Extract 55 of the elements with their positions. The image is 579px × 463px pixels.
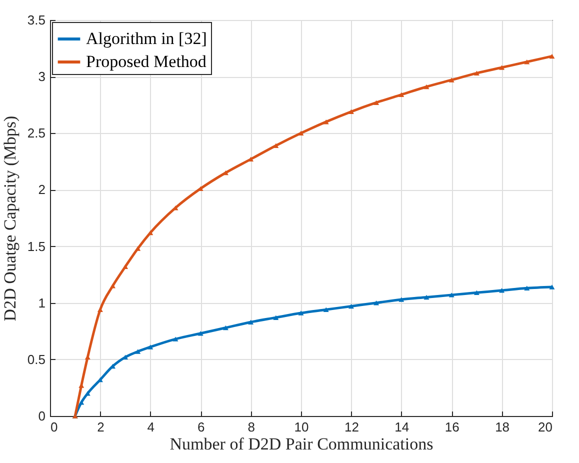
- x-tick-label: 0: [50, 420, 58, 434]
- point: [398, 92, 404, 98]
- point: [374, 300, 380, 306]
- point: [424, 294, 430, 300]
- y-tick-label: 1.5: [27, 238, 46, 254]
- point: [172, 336, 178, 342]
- x-tick-label: 12: [344, 420, 359, 434]
- point: [474, 70, 480, 76]
- point: [222, 325, 228, 330]
- y-tick-label: 3: [38, 69, 46, 84]
- point: [499, 65, 505, 70]
- legend-label: Algorithm in [32]: [86, 29, 207, 48]
- x-tick-label: 6: [197, 420, 205, 434]
- x-tick-label: 20: [538, 420, 552, 434]
- x-tick-label: 4: [147, 420, 155, 434]
- point: [374, 100, 380, 105]
- point: [198, 331, 204, 336]
- x-tick-label: 14: [394, 420, 410, 434]
- point: [348, 109, 354, 114]
- point: [323, 307, 329, 312]
- point: [424, 84, 430, 90]
- x-axis-title: Number of D2D Pair Communications: [170, 434, 434, 454]
- point: [148, 344, 154, 350]
- legend-label: Proposed Method: [86, 52, 207, 71]
- y-tick-label: 0.5: [27, 352, 46, 367]
- point: [298, 310, 304, 316]
- y-axis-title: D2D Ouatge Capacity (Mbps): [0, 116, 20, 322]
- y-tick-label: 2: [38, 182, 46, 198]
- point: [273, 315, 279, 320]
- point: [323, 119, 329, 124]
- y-tick-label: 2.5: [27, 126, 46, 141]
- point: [122, 264, 128, 270]
- point: [524, 286, 530, 291]
- point: [549, 54, 555, 59]
- point: [78, 400, 84, 405]
- point: [348, 304, 354, 309]
- y-tick-label: 0: [38, 408, 46, 424]
- point: [398, 297, 404, 302]
- point: [448, 78, 454, 82]
- x-tick-label: 18: [495, 420, 510, 434]
- y-tick-label: 3.5: [27, 12, 46, 28]
- point: [524, 59, 530, 64]
- point: [97, 307, 103, 312]
- point: [135, 349, 141, 354]
- point: [474, 290, 480, 296]
- x-tick-label: 8: [248, 420, 255, 434]
- point: [110, 284, 116, 288]
- y-tick-label: 1: [38, 295, 46, 310]
- x-tick-label: 10: [294, 420, 309, 434]
- x-tick-label: 16: [444, 420, 460, 434]
- point: [248, 320, 254, 324]
- x-tick-label: 2: [97, 420, 104, 434]
- point: [499, 288, 505, 293]
- point: [448, 292, 454, 298]
- point: [549, 284, 555, 290]
